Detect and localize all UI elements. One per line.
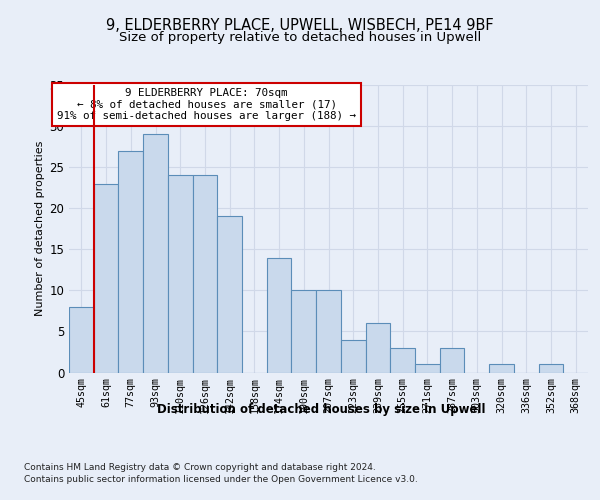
Text: Distribution of detached houses by size in Upwell: Distribution of detached houses by size … — [157, 402, 485, 415]
Bar — [489, 364, 514, 372]
Bar — [118, 150, 143, 372]
Bar — [292, 290, 316, 372]
Y-axis label: Number of detached properties: Number of detached properties — [35, 141, 45, 316]
Text: Contains HM Land Registry data © Crown copyright and database right 2024.: Contains HM Land Registry data © Crown c… — [24, 462, 376, 471]
Bar — [217, 216, 242, 372]
Text: 9 ELDERBERRY PLACE: 70sqm
← 8% of detached houses are smaller (17)
91% of semi-d: 9 ELDERBERRY PLACE: 70sqm ← 8% of detach… — [57, 88, 356, 121]
Bar — [193, 176, 217, 372]
Bar — [69, 307, 94, 372]
Text: Contains public sector information licensed under the Open Government Licence v3: Contains public sector information licen… — [24, 475, 418, 484]
Bar — [390, 348, 415, 372]
Bar — [440, 348, 464, 372]
Bar — [341, 340, 365, 372]
Bar — [365, 323, 390, 372]
Bar — [316, 290, 341, 372]
Bar — [267, 258, 292, 372]
Bar — [168, 176, 193, 372]
Bar — [94, 184, 118, 372]
Text: 9, ELDERBERRY PLACE, UPWELL, WISBECH, PE14 9BF: 9, ELDERBERRY PLACE, UPWELL, WISBECH, PE… — [106, 18, 494, 32]
Bar — [143, 134, 168, 372]
Bar — [415, 364, 440, 372]
Text: Size of property relative to detached houses in Upwell: Size of property relative to detached ho… — [119, 31, 481, 44]
Bar — [539, 364, 563, 372]
